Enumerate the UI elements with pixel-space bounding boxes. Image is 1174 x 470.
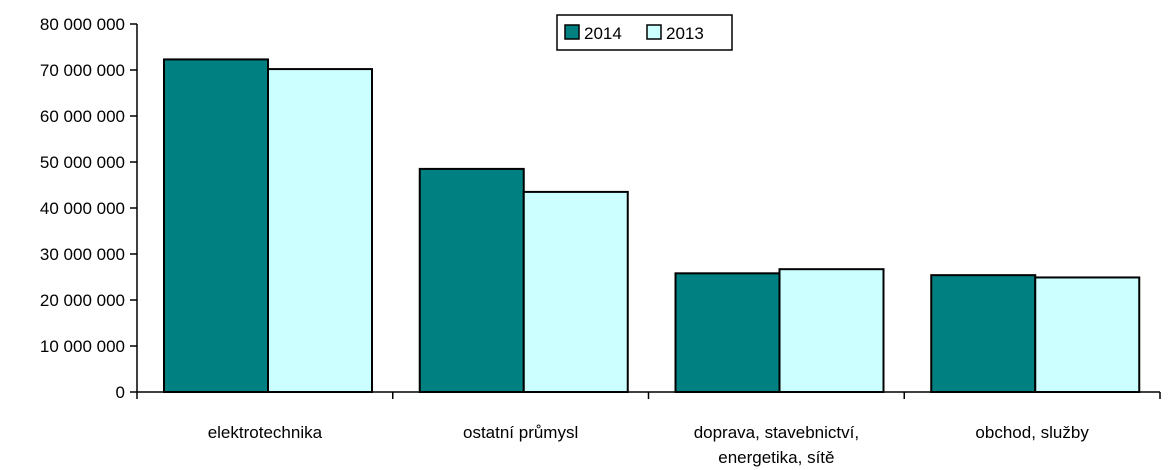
legend-swatch-1 <box>646 24 662 40</box>
legend: 2014 2013 <box>556 14 733 51</box>
legend-label-1: 2013 <box>666 24 704 43</box>
y-tick-label-6: 60 000 000 <box>40 107 125 126</box>
y-tick-label-2: 20 000 000 <box>40 291 125 310</box>
bar-series-1-category-1 <box>522 190 629 393</box>
bar-series-1-category-0 <box>267 68 373 394</box>
bar-series-0-category-2 <box>674 272 781 394</box>
x-category-label-1: ostatní průmysl <box>463 423 578 442</box>
legend-box <box>556 14 733 51</box>
y-tick-label-1: 10 000 000 <box>40 337 125 356</box>
bar-series-0-category-0 <box>163 58 269 393</box>
bar-series-0-category-1 <box>418 167 525 393</box>
y-tick-label-7: 70 000 000 <box>40 61 125 80</box>
x-category-label-0: elektrotechnika <box>208 423 323 442</box>
bar-series-1-category-2 <box>778 268 885 393</box>
legend-label-0: 2014 <box>584 24 622 43</box>
y-tick-label-5: 50 000 000 <box>40 153 125 172</box>
axes-group: 0 10 000 000 20 000 000 30 000 000 40 000 00… <box>40 15 1161 467</box>
y-tick-label-0: 0 <box>116 383 125 402</box>
bar-series-1-category-3 <box>1034 276 1141 393</box>
x-category-label-2-line-0: doprava, stavebnictví, <box>694 423 859 442</box>
x-category-label-2-line-1: energetika, sítě <box>718 448 834 467</box>
y-tick-label-3: 30 000 000 <box>40 245 125 264</box>
legend-swatch-0 <box>564 24 580 40</box>
bars-group <box>163 58 1141 394</box>
x-category-label-3: obchod, služby <box>975 423 1089 442</box>
y-tick-label-8: 80 000 000 <box>40 15 125 34</box>
bar-series-0-category-3 <box>930 274 1037 393</box>
y-tick-label-4: 40 000 000 <box>40 199 125 218</box>
